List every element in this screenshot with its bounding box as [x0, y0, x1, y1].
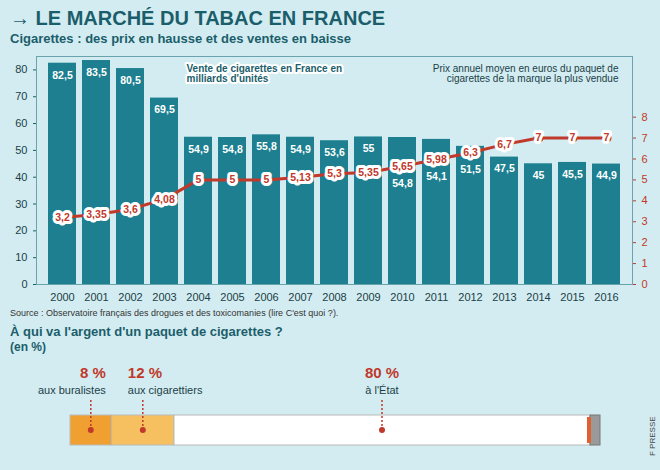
- svg-text:À qui va l'argent d'un paquet: À qui va l'argent d'un paquet de cigaret…: [10, 324, 283, 339]
- svg-text:5,3: 5,3: [327, 167, 342, 179]
- svg-text:20: 20: [15, 224, 27, 236]
- svg-text:2011: 2011: [425, 291, 449, 303]
- svg-text:69,5: 69,5: [154, 103, 175, 115]
- svg-text:55,8: 55,8: [256, 140, 277, 152]
- svg-text:5: 5: [264, 173, 270, 185]
- svg-text:2010: 2010: [390, 291, 414, 303]
- svg-text:0: 0: [642, 278, 648, 290]
- svg-text:2014: 2014: [526, 291, 550, 303]
- svg-text:30: 30: [15, 198, 27, 210]
- svg-text:53,6: 53,6: [324, 146, 345, 158]
- svg-text:2016: 2016: [594, 291, 618, 303]
- svg-text:2000: 2000: [50, 291, 74, 303]
- svg-text:2012: 2012: [458, 291, 482, 303]
- svg-text:2008: 2008: [322, 291, 346, 303]
- svg-text:5: 5: [230, 173, 236, 185]
- svg-text:80,5: 80,5: [120, 74, 141, 86]
- svg-text:8 %: 8 %: [80, 364, 106, 381]
- svg-text:51,5: 51,5: [460, 163, 481, 175]
- svg-text:55: 55: [363, 142, 375, 154]
- svg-text:7: 7: [642, 132, 648, 144]
- svg-text:5: 5: [642, 173, 648, 185]
- svg-text:5,13: 5,13: [290, 171, 311, 183]
- svg-text:3,6: 3,6: [123, 203, 138, 215]
- svg-text:(en %): (en %): [10, 340, 46, 354]
- svg-text:2001: 2001: [84, 291, 108, 303]
- svg-text:6,7: 6,7: [497, 138, 512, 150]
- svg-text:Vente de cigarettes en France: Vente de cigarettes en France enmilliard…: [187, 63, 343, 84]
- svg-text:54,9: 54,9: [290, 143, 311, 155]
- svg-text:54,9: 54,9: [188, 143, 209, 155]
- svg-text:7: 7: [570, 131, 576, 143]
- svg-text:1: 1: [642, 257, 648, 269]
- html-text:Cigarettes : des prix en hauss: Cigarettes : des prix en hausse et des v…: [10, 31, 351, 46]
- svg-text:F PRESSE: F PRESSE: [648, 416, 657, 456]
- svg-text:5,98: 5,98: [426, 153, 447, 165]
- svg-text:82,5: 82,5: [52, 69, 73, 81]
- svg-text:54,8: 54,8: [392, 177, 413, 189]
- svg-text:4: 4: [642, 194, 648, 206]
- svg-text:aux buralistes: aux buralistes: [38, 384, 106, 396]
- svg-text:2003: 2003: [152, 291, 176, 303]
- svg-text:44,9: 44,9: [596, 169, 617, 181]
- svg-text:10: 10: [15, 251, 27, 263]
- svg-text:5,35: 5,35: [358, 166, 379, 178]
- svg-text:2: 2: [642, 236, 648, 248]
- svg-text:3,35: 3,35: [86, 208, 107, 220]
- svg-text:2013: 2013: [492, 291, 516, 303]
- svg-text:7: 7: [604, 131, 610, 143]
- svg-text:Prix annuel moyen en euros du: Prix annuel moyen en euros du paquet dec…: [433, 63, 619, 84]
- svg-text:3: 3: [642, 215, 648, 227]
- svg-text:54,8: 54,8: [222, 143, 243, 155]
- svg-text:8: 8: [642, 111, 648, 123]
- svg-text:45: 45: [533, 169, 545, 181]
- svg-text:7: 7: [536, 131, 542, 143]
- svg-text:54,1: 54,1: [426, 170, 447, 182]
- svg-text:2005: 2005: [220, 291, 244, 303]
- svg-text:2009: 2009: [356, 291, 380, 303]
- svg-text:47,5: 47,5: [494, 162, 515, 174]
- svg-text:70: 70: [15, 90, 27, 102]
- svg-text:3,2: 3,2: [55, 211, 70, 223]
- svg-text:12 %: 12 %: [128, 364, 162, 381]
- svg-text:80: 80: [15, 63, 27, 75]
- svg-text:2007: 2007: [288, 291, 312, 303]
- svg-text:80 %: 80 %: [365, 364, 399, 381]
- svg-text:4,08: 4,08: [154, 193, 175, 205]
- svg-text:aux cigarettiers: aux cigarettiers: [128, 384, 203, 396]
- svg-text:6,3: 6,3: [463, 146, 478, 158]
- svg-text:5,65: 5,65: [392, 160, 413, 172]
- svg-text:45,5: 45,5: [562, 168, 583, 180]
- svg-text:2006: 2006: [254, 291, 278, 303]
- svg-text:2002: 2002: [118, 291, 142, 303]
- svg-text:à l'État: à l'État: [365, 384, 398, 396]
- svg-text:0: 0: [21, 278, 27, 290]
- html-text:Source : Observatoire français: Source : Observatoire français des drogu…: [10, 308, 339, 318]
- svg-text:83,5: 83,5: [86, 66, 107, 78]
- svg-text:2004: 2004: [186, 291, 210, 303]
- svg-text:2015: 2015: [560, 291, 584, 303]
- svg-text:6: 6: [642, 153, 648, 165]
- html-text:→ LE MARCHÉ DU TABAC EN FRANCE: → LE MARCHÉ DU TABAC EN FRANCE: [10, 7, 386, 29]
- svg-text:50: 50: [15, 144, 27, 156]
- svg-text:5: 5: [196, 173, 202, 185]
- svg-text:40: 40: [15, 171, 27, 183]
- svg-text:60: 60: [15, 117, 27, 129]
